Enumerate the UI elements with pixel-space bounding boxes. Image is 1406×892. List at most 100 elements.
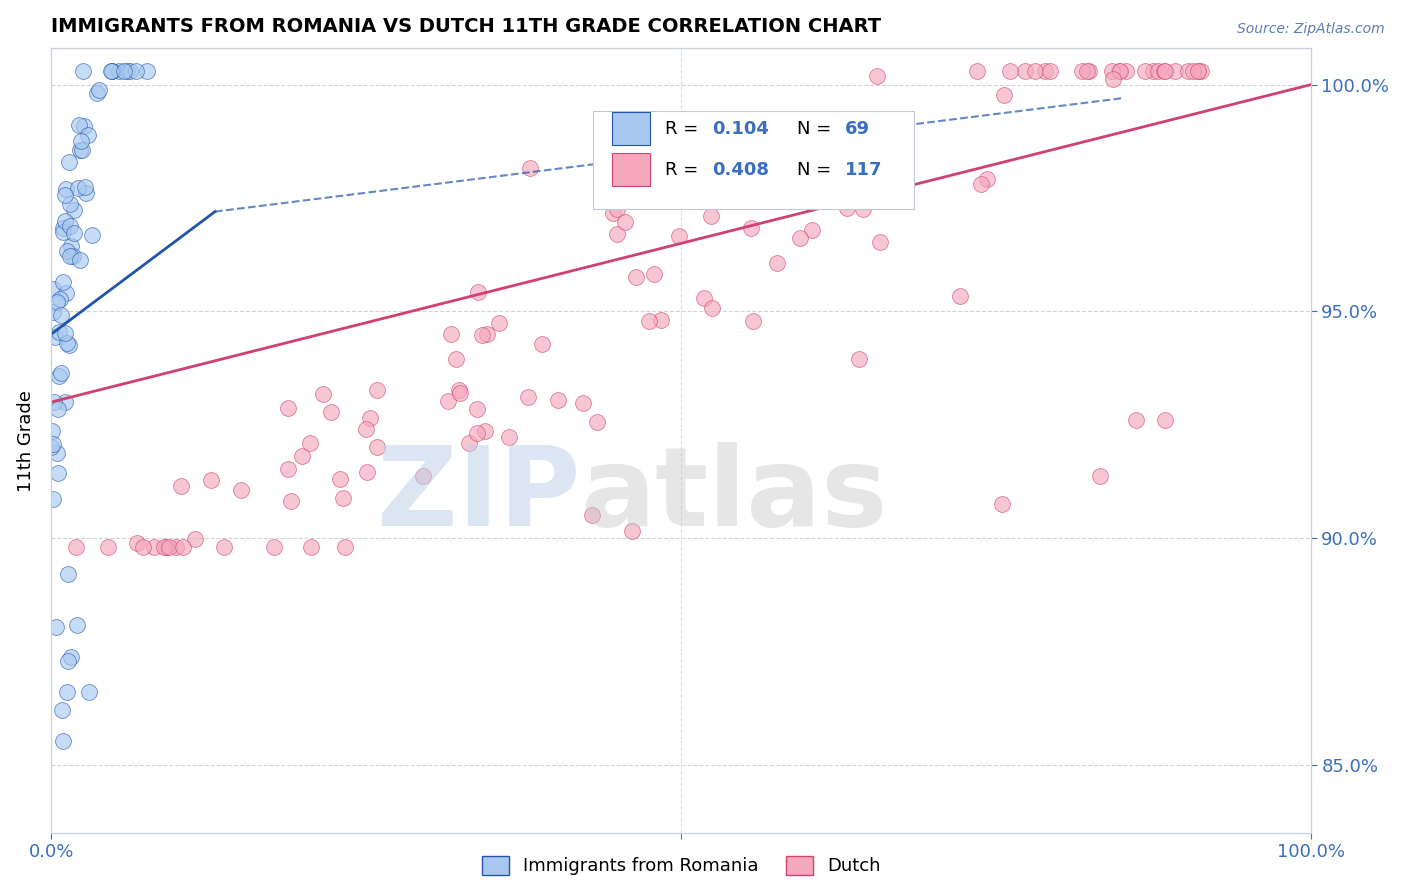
Point	[101, 64, 124, 78]
Point	[212, 540, 235, 554]
Point	[366, 383, 388, 397]
Point	[620, 524, 643, 539]
Point	[63, 226, 86, 240]
Point	[1077, 64, 1099, 78]
Point	[157, 540, 180, 554]
Point	[991, 498, 1014, 512]
Point	[1153, 64, 1175, 78]
Point	[41, 437, 63, 451]
Point	[48, 369, 70, 384]
Point	[1109, 64, 1132, 78]
Point	[624, 269, 647, 284]
Point	[49, 366, 72, 380]
Point	[650, 312, 672, 326]
FancyBboxPatch shape	[593, 112, 914, 209]
Point	[1133, 64, 1156, 78]
Legend: Immigrants from Romania, Dutch: Immigrants from Romania, Dutch	[474, 849, 889, 883]
Point	[42, 305, 65, 319]
Point	[880, 138, 903, 153]
Point	[56, 685, 79, 699]
Point	[62, 249, 84, 263]
Point	[606, 227, 628, 241]
Text: N =: N =	[797, 120, 837, 138]
Point	[44, 329, 66, 343]
Point	[41, 424, 63, 438]
Point	[686, 123, 709, 137]
Point	[519, 161, 541, 176]
Point	[1177, 64, 1199, 78]
Point	[498, 429, 520, 443]
Point	[48, 326, 70, 340]
Point	[42, 282, 65, 296]
Point	[172, 540, 194, 554]
Point	[46, 295, 69, 310]
Point	[53, 214, 76, 228]
Point	[866, 69, 889, 83]
Point	[125, 64, 148, 78]
Point	[335, 540, 357, 554]
Point	[801, 222, 824, 236]
Point	[1153, 413, 1175, 427]
Y-axis label: 11th Grade: 11th Grade	[17, 390, 35, 491]
Point	[465, 402, 488, 417]
Text: 69: 69	[845, 120, 870, 138]
Point	[184, 532, 207, 546]
Point	[366, 440, 388, 454]
Point	[643, 268, 665, 282]
Point	[849, 115, 872, 129]
Point	[605, 202, 627, 216]
Point	[165, 540, 187, 554]
Point	[976, 172, 998, 186]
Bar	[612, 112, 650, 145]
Point	[75, 186, 97, 200]
Point	[69, 143, 91, 157]
Point	[155, 540, 177, 554]
Point	[949, 289, 972, 303]
Point	[488, 316, 510, 330]
Point	[280, 494, 302, 508]
Point	[356, 465, 378, 479]
Point	[45, 619, 67, 633]
Point	[263, 540, 285, 554]
Point	[52, 225, 75, 239]
Point	[602, 206, 624, 220]
Point	[52, 734, 75, 748]
Point	[46, 466, 69, 480]
Text: Source: ZipAtlas.com: Source: ZipAtlas.com	[1237, 22, 1385, 37]
Text: 117: 117	[845, 161, 883, 179]
Point	[136, 64, 159, 78]
Point	[993, 88, 1015, 103]
Point	[277, 401, 299, 415]
Point	[60, 649, 83, 664]
Point	[716, 128, 738, 143]
Point	[1147, 64, 1170, 78]
Point	[852, 202, 875, 217]
Point	[866, 127, 889, 141]
Point	[53, 395, 76, 409]
Point	[614, 215, 637, 229]
Point	[170, 479, 193, 493]
Point	[706, 188, 728, 202]
Point	[311, 387, 333, 401]
Point	[55, 244, 77, 258]
Bar	[612, 153, 650, 186]
Point	[741, 314, 763, 328]
Point	[52, 220, 75, 235]
Point	[55, 286, 77, 301]
Point	[740, 221, 762, 235]
Point	[1076, 64, 1098, 78]
Point	[143, 540, 166, 554]
Point	[46, 446, 69, 460]
Point	[42, 394, 65, 409]
Point	[299, 540, 322, 554]
Point	[70, 134, 93, 148]
Point	[53, 326, 76, 340]
Point	[869, 235, 891, 249]
Point	[354, 422, 377, 436]
Point	[1000, 64, 1022, 78]
Text: N =: N =	[797, 161, 837, 179]
Point	[1070, 64, 1092, 78]
Point	[52, 275, 75, 289]
Point	[55, 182, 77, 196]
Point	[668, 228, 690, 243]
